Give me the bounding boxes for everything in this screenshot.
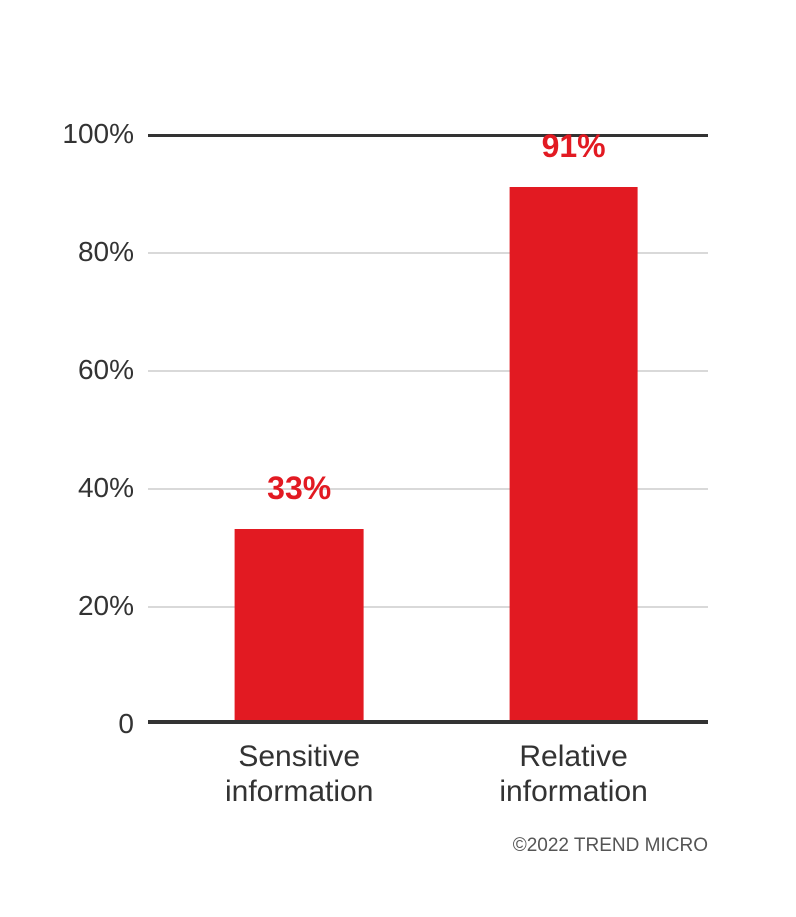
bar-value-label: 91% [542, 128, 606, 165]
x-axis-category-label: Relativeinformation [451, 724, 696, 809]
bar-value-label: 33% [267, 470, 331, 507]
x-axis-baseline [148, 720, 708, 724]
y-axis-tick-label: 100% [62, 118, 148, 150]
plot-area: 020%40%60%80%100%33%Sensitiveinformation… [148, 134, 708, 724]
chart-container: 0 20% 40% 60% 80% 100% 33% Sensitiveinformation… [0, 0, 796, 917]
y-axis-tick-label: 40% [78, 472, 148, 504]
bar [509, 187, 638, 724]
copyright-text: ©2022 TREND MICRO [513, 835, 708, 856]
x-axis-category-label: Sensitiveinformation [177, 724, 422, 809]
y-axis-tick-label: 60% [78, 354, 148, 386]
copyright-footer: ©2022 TREND MICRO [513, 835, 708, 857]
gridline [148, 134, 708, 137]
y-axis-tick-label: 0 [118, 708, 148, 740]
y-axis-tick-label: 80% [78, 236, 148, 268]
y-axis-tick-label: 20% [78, 590, 148, 622]
bar [235, 529, 364, 724]
